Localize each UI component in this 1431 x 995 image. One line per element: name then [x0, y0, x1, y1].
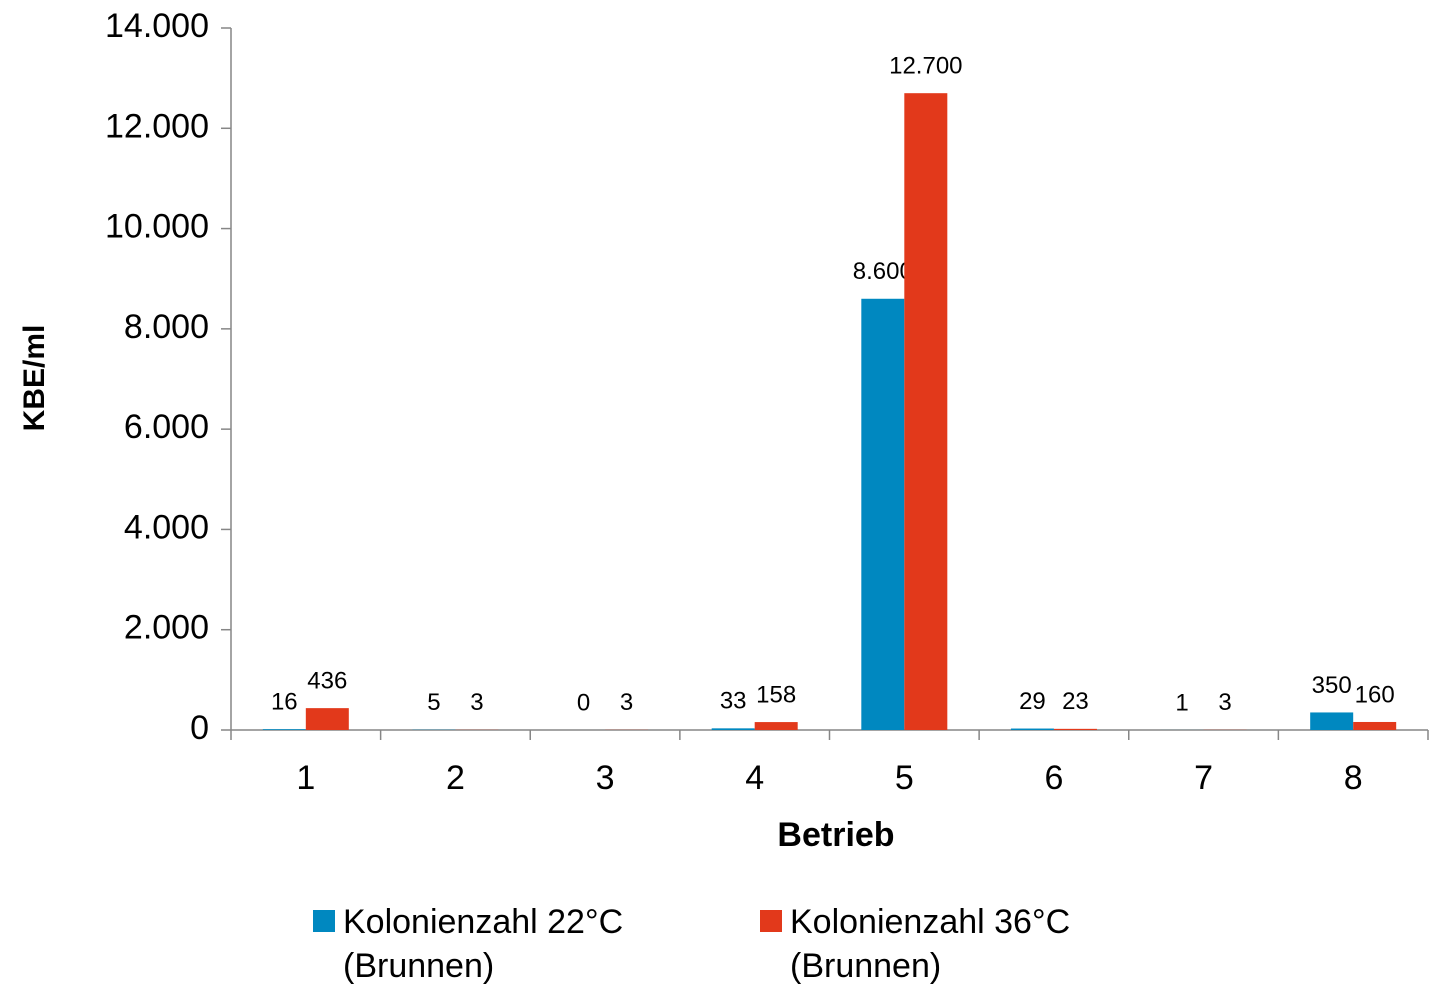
- legend-label: Kolonienzahl 36°C (Brunnen): [790, 903, 1071, 985]
- value-label: 16: [271, 689, 298, 716]
- y-tick-label: 14.000: [105, 7, 209, 45]
- legend-swatch: [313, 910, 335, 932]
- x-tick-label: 6: [1044, 759, 1063, 797]
- legend-label: Kolonienzahl 22°C (Brunnen): [343, 903, 624, 985]
- y-tick-label: 10.000: [105, 208, 209, 246]
- legend-item: Kolonienzahl 36°C (Brunnen): [760, 900, 1120, 988]
- y-axis-label: KBE/ml: [18, 325, 51, 432]
- value-label: 29: [1019, 688, 1046, 715]
- x-tick-label: 4: [745, 759, 764, 797]
- bar: [1310, 712, 1354, 730]
- y-tick-label: 4.000: [124, 508, 209, 546]
- value-label: 33: [720, 688, 747, 715]
- value-label: 12.700: [889, 53, 962, 80]
- bar: [711, 728, 755, 730]
- y-tick-label: 0: [190, 709, 209, 747]
- bar: [754, 722, 798, 730]
- bar: [305, 708, 349, 730]
- value-label: 158: [756, 681, 796, 708]
- bar: [861, 298, 905, 730]
- x-tick-label: 8: [1344, 759, 1363, 797]
- y-tick-label: 2.000: [124, 609, 209, 647]
- value-label: 3: [470, 689, 483, 716]
- x-axis-label: Betrieb: [777, 816, 894, 854]
- bar: [1353, 721, 1397, 730]
- value-label: 5: [427, 689, 440, 716]
- bar: [904, 93, 948, 730]
- x-tick-label: 7: [1194, 759, 1213, 797]
- value-label: 3: [620, 689, 633, 716]
- x-tick-label: 1: [296, 759, 315, 797]
- bar: [1053, 728, 1097, 730]
- value-label: 350: [1312, 672, 1352, 699]
- legend-swatch: [760, 910, 782, 932]
- value-label: 3: [1218, 689, 1231, 716]
- y-tick-label: 12.000: [105, 107, 209, 145]
- x-tick-label: 2: [446, 759, 465, 797]
- value-label: 436: [307, 667, 347, 694]
- value-label: 1: [1175, 689, 1188, 716]
- value-label: 0: [577, 689, 590, 716]
- bar: [1010, 728, 1054, 730]
- legend-item: Kolonienzahl 22°C (Brunnen): [313, 900, 673, 988]
- y-tick-label: 8.000: [124, 308, 209, 346]
- value-label: 8.600: [853, 258, 913, 285]
- bar: [262, 729, 306, 730]
- y-tick-label: 6.000: [124, 408, 209, 446]
- x-tick-label: 5: [895, 759, 914, 797]
- value-label: 160: [1355, 681, 1395, 708]
- value-label: 23: [1062, 688, 1089, 715]
- x-tick-label: 3: [596, 759, 615, 797]
